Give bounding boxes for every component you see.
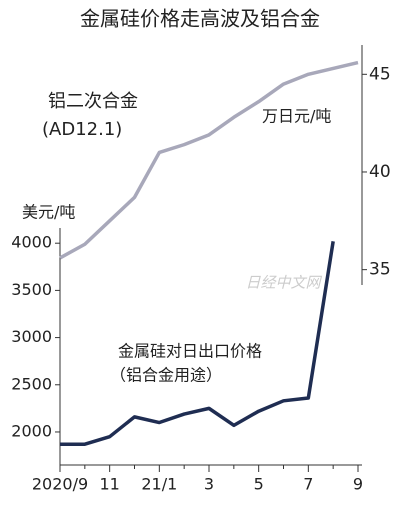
y-tick-label: 3500 <box>11 280 52 299</box>
y-tick-label: 2000 <box>11 421 52 440</box>
y2-tick-label: 45 <box>369 64 391 84</box>
chart-title: 金属硅价格走高波及铝合金 <box>80 7 320 31</box>
x-tick-label: 11 <box>99 475 119 494</box>
y-tick-label: 3000 <box>11 327 52 346</box>
y-axis-label: 美元/吨 <box>22 203 75 222</box>
y-tick-label: 2500 <box>11 374 52 393</box>
x-tick-label: 21/1 <box>141 475 177 494</box>
x-tick-label: 9 <box>353 475 363 494</box>
series-sublabel: (AD12.1) <box>42 119 122 140</box>
series-line <box>60 241 335 446</box>
y2-tick-label: 35 <box>369 260 391 280</box>
x-tick-label: 2020/9 <box>32 475 88 494</box>
series-sublabel: （铝合金用途） <box>110 366 222 385</box>
series-line <box>59 60 359 260</box>
x-tick-label: 7 <box>303 475 313 494</box>
y-tick-label: 4000 <box>11 233 52 252</box>
series-label: 金属硅对日出口价格 <box>118 342 262 361</box>
y2-axis-label: 万日元/吨 <box>262 107 331 126</box>
x-tick-label: 3 <box>204 475 214 494</box>
watermark: 日经中文网 <box>245 274 322 292</box>
y2-tick-label: 40 <box>369 162 391 182</box>
x-tick-label: 5 <box>254 475 264 494</box>
series-label: 铝二次合金 <box>48 91 138 112</box>
